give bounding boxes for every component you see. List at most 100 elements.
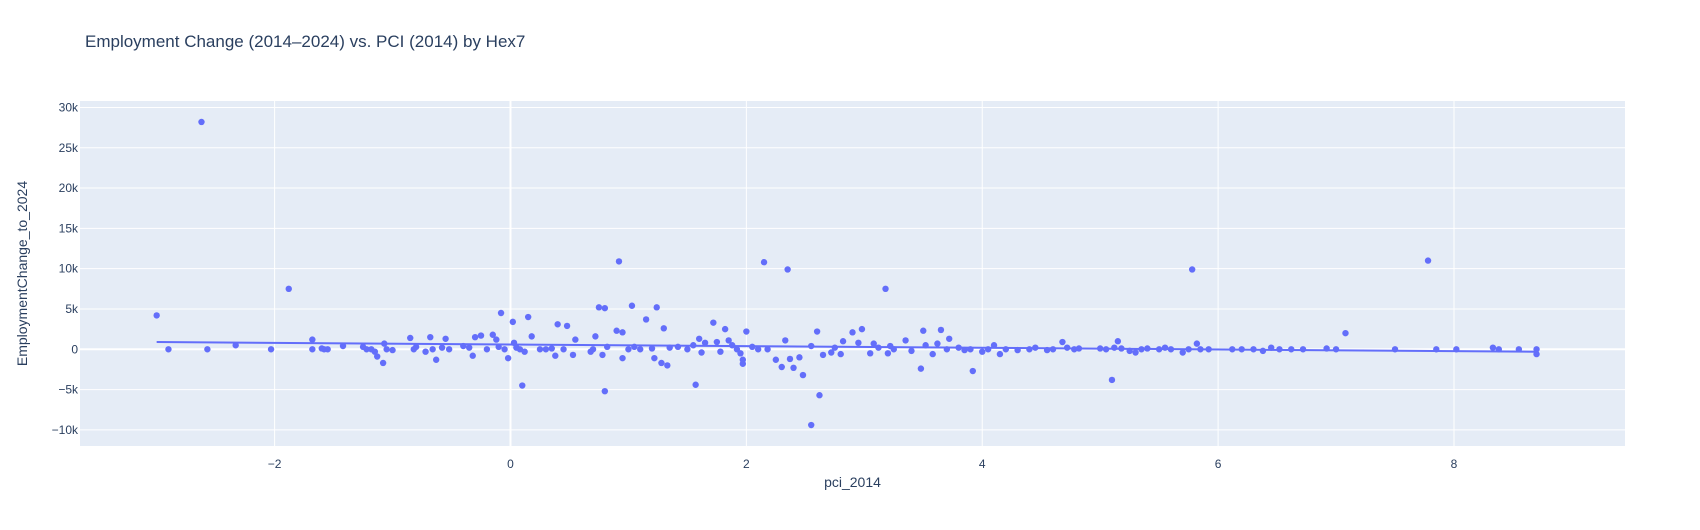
data-point	[619, 354, 626, 362]
data-point	[465, 344, 473, 351]
data-point	[642, 316, 650, 323]
data-point	[637, 346, 644, 353]
data-point	[737, 350, 744, 357]
data-point	[743, 328, 750, 335]
data-point	[407, 334, 414, 342]
data-point	[839, 338, 847, 345]
data-point	[383, 346, 390, 353]
data-point	[849, 329, 856, 336]
data-point	[548, 345, 555, 352]
data-point	[855, 339, 862, 347]
data-point	[870, 340, 877, 347]
data-point	[882, 285, 889, 293]
x-tick-label: 2	[743, 457, 750, 471]
data-point	[979, 348, 986, 355]
chart-title: Employment Change (2014–2024) vs. PCI (2…	[85, 32, 526, 51]
data-point	[572, 336, 579, 343]
data-point	[339, 342, 347, 350]
data-point	[1114, 338, 1122, 345]
x-tick-label: 6	[1215, 457, 1222, 471]
data-point	[790, 364, 797, 372]
data-point	[427, 333, 434, 341]
data-point	[324, 346, 331, 353]
data-point	[412, 343, 420, 351]
x-axis-label: pci_2014	[824, 474, 881, 490]
data-point	[816, 392, 823, 399]
data-point	[445, 346, 453, 353]
data-point	[389, 346, 396, 354]
data-point	[489, 331, 496, 338]
x-tick-label: 8	[1451, 457, 1458, 471]
data-point	[501, 346, 508, 353]
data-point	[858, 325, 866, 333]
data-point	[782, 337, 789, 344]
data-point	[363, 346, 370, 353]
data-point	[648, 345, 656, 352]
data-point	[536, 346, 544, 353]
data-point	[1424, 257, 1432, 264]
data-point	[165, 346, 172, 353]
data-point	[625, 346, 632, 353]
data-point	[619, 329, 626, 336]
data-point	[628, 302, 636, 309]
data-point	[497, 309, 505, 317]
data-point	[477, 332, 485, 339]
data-point	[374, 353, 381, 360]
data-point	[990, 342, 998, 349]
data-point	[560, 346, 567, 353]
data-point	[521, 348, 528, 355]
data-point	[429, 346, 436, 353]
x-tick-label: 4	[979, 457, 986, 471]
data-point	[471, 333, 479, 341]
y-tick-label: 30k	[59, 100, 79, 114]
data-point	[371, 348, 379, 355]
data-point	[504, 354, 512, 362]
data-point	[483, 346, 491, 353]
data-point	[837, 350, 844, 358]
data-point	[695, 335, 703, 342]
data-point	[519, 382, 526, 389]
y-tick-label: 5k	[65, 302, 79, 316]
data-point	[589, 346, 597, 353]
x-tick-labels: −2 0 2 4 6 8	[268, 457, 1458, 471]
data-point	[778, 363, 785, 371]
data-point	[721, 325, 729, 333]
y-tick-label: 15k	[59, 221, 79, 235]
data-point	[786, 355, 794, 363]
data-point	[660, 325, 667, 332]
data-point	[969, 367, 976, 375]
y-gridlines	[80, 106, 1625, 431]
data-point	[717, 348, 724, 355]
data-point	[664, 362, 671, 369]
data-point	[232, 342, 239, 349]
data-point	[713, 338, 721, 346]
data-point	[653, 304, 660, 311]
data-point	[725, 337, 732, 344]
y-tick-label: 0	[71, 342, 78, 356]
data-point	[592, 333, 599, 340]
y-tick-label: −10k	[52, 423, 79, 437]
y-tick-label: 10k	[59, 262, 79, 276]
x-gridlines	[274, 101, 1455, 446]
data-point	[442, 335, 449, 342]
x-tick-label: 0	[507, 457, 514, 471]
data-point	[1179, 349, 1186, 356]
data-point	[701, 339, 709, 347]
data-point	[920, 327, 927, 334]
data-point	[1108, 376, 1116, 384]
y-tick-label: 25k	[59, 141, 79, 155]
y-tick-label: −5k	[58, 383, 79, 397]
data-point	[772, 356, 780, 363]
data-point	[438, 344, 446, 351]
data-point	[808, 421, 815, 429]
y-tick-labels: −10k −5k 0 5k 10k 15k 20k 25k 30k	[52, 100, 79, 436]
data-point	[996, 350, 1004, 358]
data-point	[828, 349, 835, 356]
data-point	[929, 350, 936, 358]
data-point	[309, 336, 316, 343]
data-point	[542, 346, 550, 353]
data-point	[469, 352, 476, 359]
data-point	[267, 346, 275, 353]
